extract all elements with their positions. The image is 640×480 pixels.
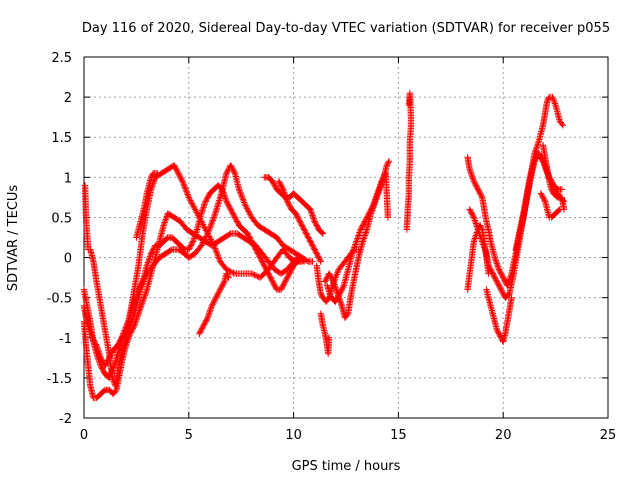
chart-title: Day 116 of 2020, Sidereal Day-to-day VTE… [82, 21, 610, 36]
y-tick-label: 2 [64, 91, 72, 106]
x-tick-label: 25 [600, 428, 617, 443]
series-arc-Q [483, 286, 515, 345]
series-markers [512, 93, 567, 253]
series-markers [464, 222, 492, 293]
series-markers [483, 286, 515, 345]
series-markers [80, 210, 308, 402]
x-tick-label: 20 [495, 428, 512, 443]
y-tick-label: 0.5 [51, 211, 72, 226]
series-arc-K [323, 170, 392, 305]
y-axis-label: SDTVAR / TECUs [6, 185, 21, 292]
series-arc-P [464, 222, 492, 293]
y-tick-label: -0.5 [47, 292, 72, 307]
series-arc-C [80, 210, 308, 402]
series-arc-M [403, 89, 415, 233]
series-markers [539, 142, 568, 213]
series-arc-T [537, 190, 563, 221]
axis-ticks: 0 5 10 15 20 25 -2 -1.5 -1 -0.5 0 0.5 1 1.5 2 2.5 [47, 51, 617, 443]
series-markers [323, 170, 392, 305]
x-tick-label: 0 [80, 428, 88, 443]
y-tick-label: -1 [59, 332, 72, 347]
series-markers [403, 89, 415, 233]
y-tick-label: 1 [64, 171, 72, 186]
x-tick-label: 10 [285, 428, 302, 443]
series-markers [537, 190, 563, 221]
x-tick-label: 15 [390, 428, 407, 443]
series-arc-D [80, 182, 306, 370]
series-arc-F [196, 270, 232, 337]
x-axis-label: GPS time / hours [292, 459, 401, 474]
y-tick-label: 2.5 [51, 51, 72, 66]
data-points [80, 89, 568, 402]
series-markers [80, 182, 306, 370]
series-markers [275, 178, 324, 265]
series-arc-R [512, 93, 567, 253]
series-arc-H [275, 178, 324, 265]
x-tick-label: 5 [185, 428, 193, 443]
series-markers [317, 310, 333, 357]
series-arc-S [539, 142, 568, 213]
y-tick-label: -2 [59, 412, 72, 427]
series-markers [196, 270, 232, 337]
y-tick-label: 0 [64, 252, 72, 267]
y-tick-label: -1.5 [47, 372, 72, 387]
series-markers [133, 170, 161, 241]
plot-frame [83, 56, 609, 419]
series-arc-E [133, 170, 161, 241]
y-tick-label: 1.5 [51, 131, 72, 146]
series-arc-L [317, 310, 333, 357]
